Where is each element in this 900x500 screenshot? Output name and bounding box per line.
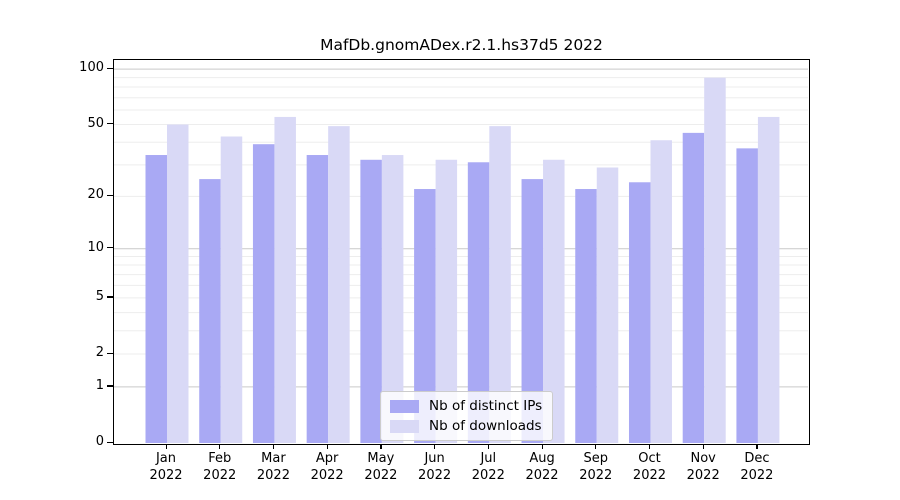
- x-axis-tick-label: Apr 2022: [310, 451, 344, 483]
- bar-downloads: [650, 140, 672, 443]
- bar-downloads: [167, 124, 189, 443]
- y-tick-mark: [107, 441, 113, 443]
- x-tick-mark: [326, 444, 328, 449]
- x-axis-tick-label: Oct 2022: [632, 451, 667, 483]
- x-axis-tick-label: Aug 2022: [525, 451, 559, 483]
- x-tick-mark: [219, 444, 221, 449]
- y-tick-mark: [107, 352, 113, 354]
- y-axis-tick-label: 100: [79, 60, 104, 76]
- legend-label-distinct-ips: Nb of distinct IPs: [429, 398, 543, 414]
- legend: Nb of distinct IPs Nb of downloads: [380, 391, 554, 441]
- y-axis-tick-label: 0: [95, 434, 104, 449]
- x-axis-tick-label: Jun 2022: [418, 451, 452, 483]
- plot-canvas: [114, 68, 808, 443]
- bar-downloads: [543, 159, 565, 443]
- x-tick-mark: [541, 444, 543, 449]
- bar-downloads: [381, 155, 404, 443]
- legend-swatch-downloads: [390, 419, 419, 433]
- bar-distinct-ips: [360, 159, 382, 443]
- x-axis-tick-label: Sep 2022: [579, 451, 613, 483]
- chart-title: MafDb.gnomADex.r2.1.hs37d5 2022: [320, 36, 603, 54]
- bar-distinct-ips: [736, 148, 758, 443]
- x-tick-mark: [272, 444, 275, 449]
- bar-downloads: [757, 116, 780, 443]
- x-tick-mark: [434, 444, 436, 449]
- bar-distinct-ips: [252, 144, 275, 443]
- y-tick-mark: [107, 296, 113, 298]
- y-tick-mark: [107, 123, 113, 125]
- bar-downloads: [328, 126, 350, 443]
- y-axis-tick-label: 1: [95, 377, 104, 393]
- x-axis-tick-label: May 2022: [364, 451, 398, 483]
- legend-item-distinct-ips: Nb of distinct IPs: [390, 398, 542, 414]
- bar-downloads: [220, 136, 243, 443]
- y-tick-mark: [107, 194, 113, 197]
- x-axis-tick-label: Jan 2022: [149, 451, 183, 483]
- x-tick-mark: [595, 444, 597, 449]
- bar-distinct-ips: [521, 179, 544, 443]
- x-tick-mark: [165, 444, 167, 449]
- bar-downloads: [596, 167, 619, 443]
- bar-distinct-ips: [575, 189, 597, 443]
- plot-area: Nb of distinct IPs Nb of downloads: [113, 59, 810, 445]
- x-axis-tick-label: Mar 2022: [256, 451, 290, 483]
- y-axis-tick-label: 2: [95, 345, 104, 360]
- x-tick-mark: [380, 444, 382, 449]
- x-tick-mark: [487, 444, 489, 449]
- bar-distinct-ips: [682, 132, 705, 443]
- x-tick-mark: [648, 444, 651, 449]
- x-axis-tick-label: Dec 2022: [740, 451, 774, 483]
- x-axis-tick-label: Feb 2022: [203, 451, 237, 483]
- bar-downloads: [704, 77, 726, 443]
- y-tick-mark: [107, 67, 113, 69]
- legend-label-downloads: Nb of downloads: [429, 418, 542, 434]
- bar-distinct-ips: [306, 155, 329, 443]
- y-axis-tick-label: 10: [87, 239, 104, 255]
- bar-distinct-ips: [145, 155, 167, 443]
- y-axis-tick-label: 20: [87, 187, 104, 203]
- y-axis-tick-label: 50: [87, 115, 104, 131]
- legend-swatch-distinct-ips: [390, 399, 419, 413]
- bar-distinct-ips: [199, 179, 221, 443]
- bar-downloads: [435, 159, 458, 443]
- y-tick-mark: [107, 247, 113, 249]
- bar-distinct-ips: [467, 162, 490, 443]
- bar-downloads: [274, 116, 296, 443]
- x-axis-tick-label: Jul 2022: [471, 451, 505, 483]
- x-axis-tick-label: Nov 2022: [686, 451, 720, 483]
- y-tick-mark: [107, 385, 113, 387]
- bar-distinct-ips: [414, 189, 436, 443]
- x-tick-mark: [702, 444, 704, 449]
- bar-distinct-ips: [628, 182, 651, 443]
- y-axis-tick-label: 5: [95, 288, 104, 304]
- legend-item-downloads: Nb of downloads: [390, 418, 542, 434]
- bar-downloads: [489, 126, 511, 443]
- x-tick-mark: [756, 444, 758, 449]
